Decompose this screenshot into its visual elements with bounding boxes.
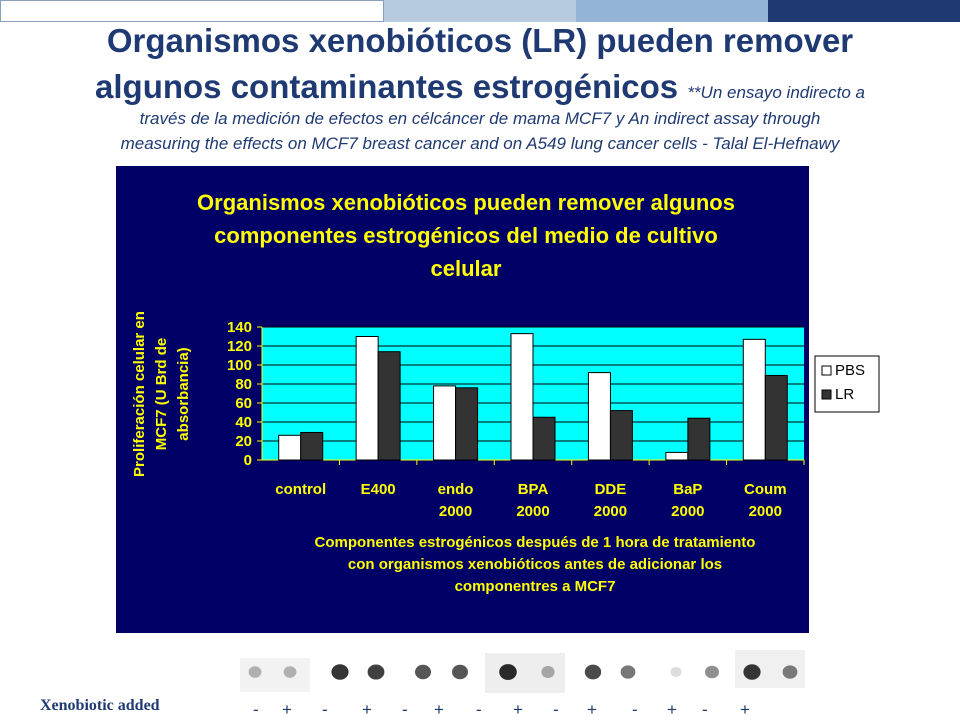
xenobiotic-sign: - xyxy=(632,700,638,719)
blot-spot xyxy=(705,665,719,679)
x-axis-label: Componentes estrogénicos después de 1 ho… xyxy=(230,532,840,598)
slide-title-line1: Organismos xenobióticos (LR) pueden remo… xyxy=(106,22,854,59)
slide-subtitle-line1: través de la medición de efectos en célc… xyxy=(139,109,821,128)
y-axis-label-line2: MCF7 (U Brd de xyxy=(153,338,170,451)
top-bar-white xyxy=(0,0,384,22)
blot-spot xyxy=(670,666,682,678)
xenobiotic-signs-row: - + - + - + - + - + - + - + xyxy=(0,700,960,720)
xenobiotic-added-label: Xenobiotic added xyxy=(40,697,160,714)
legend-swatch-pbs xyxy=(821,365,832,376)
xenobiotic-sign: - xyxy=(402,700,408,719)
xenobiotic-sign: + xyxy=(362,700,372,719)
xenobiotic-sign: - xyxy=(553,700,559,719)
blot-spot xyxy=(452,664,468,680)
blot-panel xyxy=(485,653,565,693)
slide-title-line2: algunos contaminantes estrogénicos **Un … xyxy=(0,64,960,116)
blot-spot xyxy=(541,666,555,678)
blot-spot xyxy=(283,666,297,678)
blot-spot xyxy=(782,665,798,679)
xenobiotic-sign: + xyxy=(513,700,523,719)
chart-title-line2: componentes estrogénicos del medio de cu… xyxy=(214,223,718,248)
chart-title-line1: Organismos xenobióticos pueden remover a… xyxy=(197,190,735,215)
y-axis-label-line1: Proliferación celular en xyxy=(131,311,148,477)
xenobiotic-sign: + xyxy=(740,700,750,719)
legend-label-pbs: PBS xyxy=(835,362,865,379)
xenobiotic-sign: + xyxy=(282,700,292,719)
slide-title-note: **Un ensayo indirecto a xyxy=(687,83,865,102)
chart-title: Organismos xenobióticos pueden remover a… xyxy=(136,186,796,285)
xenobiotic-sign: + xyxy=(434,700,444,719)
xenobiotic-sign: - xyxy=(476,700,482,719)
blot-panel xyxy=(240,658,310,692)
blot-spot xyxy=(584,664,602,680)
y-axis-label-line3: absorbancia) xyxy=(175,347,192,440)
blot-spot xyxy=(743,664,761,680)
legend-label-lr: LR xyxy=(835,386,854,403)
blot-spot xyxy=(248,666,262,678)
slide-subtitle-line2: measuring the effects on MCF7 breast can… xyxy=(120,134,840,153)
top-bar-dark-blue xyxy=(768,0,960,22)
x-axis-label-line3: componentres a MCF7 xyxy=(454,578,616,595)
slide-title: Organismos xenobióticos (LR) pueden remo… xyxy=(0,18,960,116)
legend-box xyxy=(814,355,880,413)
chart-title-line3: celular xyxy=(430,256,502,281)
top-bar-mid-blue xyxy=(576,0,768,22)
blot-panel xyxy=(735,650,805,688)
x-axis-label-line1: Componentes estrogénicos después de 1 ho… xyxy=(314,534,756,551)
blot-spot xyxy=(331,664,349,680)
legend-swatch-lr xyxy=(821,389,832,400)
slide-subtitle: través de la medición de efectos en célc… xyxy=(0,106,960,156)
x-axis-label-line2: con organismos xenobióticos antes de adi… xyxy=(347,556,723,573)
y-axis-label: Proliferación celular en MCF7 (U Brd de … xyxy=(131,311,192,477)
xenobiotic-sign: - xyxy=(702,700,708,719)
blot-spot xyxy=(499,664,517,680)
slide-title-line2-text: algunos contaminantes estrogénicos xyxy=(95,68,679,105)
xenobiotic-sign: - xyxy=(322,700,328,719)
top-bar-light-blue xyxy=(384,0,576,22)
xenobiotic-sign: - xyxy=(253,700,259,719)
xenobiotic-sign: + xyxy=(667,700,677,719)
blot-spot xyxy=(415,664,431,680)
blot-spot xyxy=(367,664,385,680)
blot-spot xyxy=(620,665,636,679)
xenobiotic-sign: + xyxy=(587,700,597,719)
